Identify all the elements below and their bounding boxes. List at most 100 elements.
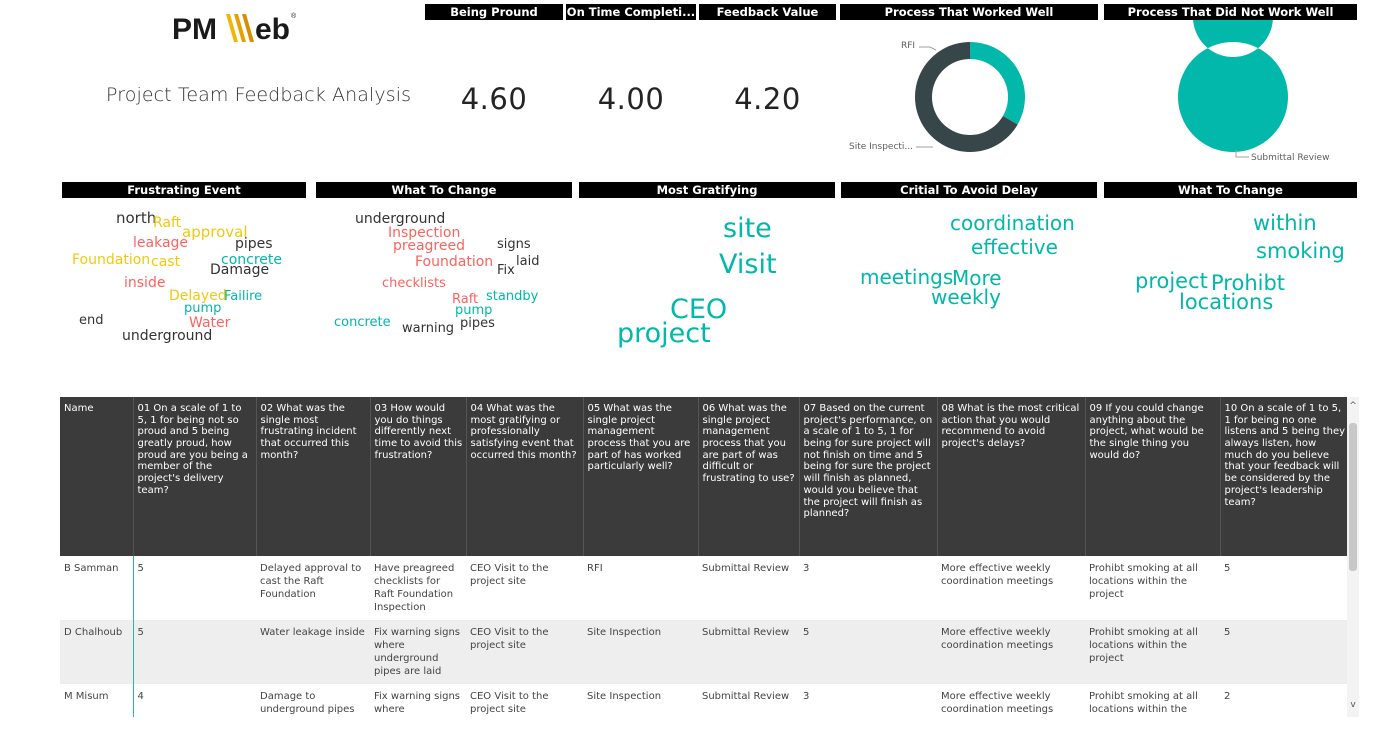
donut-slice-rfi[interactable]	[970, 42, 1025, 125]
table-cell: Damage to underground pipes	[256, 684, 370, 717]
cloud-word: approval	[182, 223, 248, 241]
cloud-word: CEO	[670, 294, 728, 325]
column-header[interactable]: 06 What was the single project managemen…	[698, 397, 800, 556]
scroll-down-icon[interactable]: v	[1350, 700, 1356, 710]
cloud-word: weekly	[931, 285, 1001, 309]
column-header[interactable]: 09 If you could change anything about th…	[1085, 397, 1221, 556]
table-cell: Site Inspection	[583, 684, 698, 717]
cloud-word: pump	[455, 303, 493, 318]
cloud-word: Foundation	[72, 252, 151, 268]
cloud-word: cast	[151, 254, 181, 270]
column-header[interactable]: 02 What was the single most frustrating …	[256, 397, 371, 556]
scroll-thumb[interactable]	[1349, 423, 1357, 571]
column-header[interactable]: 04 What was the most gratifying or profe…	[466, 397, 584, 556]
cloud-word: signs	[497, 237, 531, 252]
donut2-label-submittal-review: Submittal Review	[1251, 153, 1330, 163]
cloud-word: Raft	[153, 215, 182, 231]
cloud-word: coordination	[950, 211, 1075, 235]
cloud-word: project	[617, 318, 711, 349]
cloud-word: pipes	[235, 236, 273, 252]
cloud-word: meetings	[860, 265, 954, 289]
table-cell: More effective weekly coordination meeti…	[937, 620, 1085, 684]
wordcloud-header-critical-delay: Critial To Avoid Delay	[841, 182, 1097, 198]
column-header[interactable]: 07 Based on the current project's perfor…	[799, 397, 938, 556]
pmweb-logo: PM eb ®	[172, 12, 297, 46]
table-cell: More effective weekly coordination meeti…	[937, 684, 1085, 717]
report-title: Project Team Feedback Analysis	[106, 84, 412, 106]
cloud-word: Water	[189, 315, 231, 331]
table-cell: Water leakage inside	[256, 620, 370, 684]
table-row[interactable]: M Misum 4 Damage to underground pipes Fi…	[60, 684, 1349, 717]
cloud-word: Fix	[497, 263, 515, 278]
donut-chart-not-work-well[interactable]	[1104, 20, 1357, 170]
cloud-word: preagreed	[393, 238, 465, 254]
cloud-word: Foundation	[415, 254, 494, 270]
table-cell: Submittal Review	[698, 556, 799, 620]
cloud-word: standby	[486, 289, 539, 304]
donut-leader-line	[1235, 150, 1249, 158]
donut-header-not-work-well: Process That Did Not Work Well	[1104, 4, 1357, 20]
table-cell: CEO Visit to the project site	[466, 684, 583, 717]
cloud-word: concrete	[221, 252, 282, 268]
cloud-word: concrete	[334, 315, 391, 330]
table-cell: Submittal Review	[698, 684, 799, 717]
table-cell: 4	[133, 684, 256, 717]
cloud-word: checklists	[382, 276, 446, 291]
table-cell: 2	[1220, 684, 1349, 717]
table-cell: Prohibt smoking at all locations within …	[1085, 620, 1220, 684]
wordcloud-header-gratifying: Most Gratifying	[579, 182, 835, 198]
kpi-value-being-proud: 4.60	[460, 82, 528, 116]
cloud-word: Delayed	[169, 288, 227, 304]
table-cell: 5	[133, 556, 256, 620]
cloud-word: underground	[122, 328, 213, 344]
feedback-table[interactable]: Name 01 On a scale of 1 to 5, 1 for bein…	[60, 397, 1359, 717]
table-cell: 3	[799, 684, 937, 717]
cloud-word: within	[1253, 211, 1317, 235]
scroll-up-icon[interactable]: ^	[1349, 401, 1357, 411]
table-cell: 5	[1220, 620, 1349, 684]
kpi-value-feedback: 4.20	[734, 82, 801, 116]
cloud-word: end	[79, 313, 104, 328]
cloud-word: underground	[355, 211, 446, 227]
table-cell: More effective weekly coordination meeti…	[937, 556, 1085, 620]
column-header[interactable]: 05 What was the single project managemen…	[583, 397, 699, 556]
logo-w-stroke-2	[234, 14, 246, 42]
cloud-word: Inspection	[388, 225, 461, 241]
cloud-word: inside	[124, 275, 166, 291]
table-header-row: Name 01 On a scale of 1 to 5, 1 for bein…	[60, 397, 1350, 556]
cloud-word: Damage	[210, 262, 270, 278]
cloud-word: site	[723, 213, 772, 244]
table-row[interactable]: B Samman 5 Delayed approval to cast the …	[60, 556, 1349, 620]
donut-chart-worked-well[interactable]	[840, 20, 1098, 170]
donut-slice-site-inspecti-[interactable]	[915, 42, 1018, 152]
wordcloud-header-what-to-change-1: What To Change	[316, 182, 572, 198]
table-row[interactable]: D Chalhoub 5 Water leakage inside Fix wa…	[60, 620, 1349, 684]
table-cell: CEO Visit to the project site	[466, 620, 583, 684]
table-cell: Fix warning signs where underground pipe…	[370, 620, 466, 684]
table-cell: Fix warning signs where	[370, 684, 466, 717]
table-scrollbar[interactable]: ^ v	[1347, 397, 1359, 717]
table-cell: D Chalhoub	[60, 620, 134, 684]
logo-text-pm: PM	[172, 13, 217, 46]
cloud-word: locations	[1179, 290, 1274, 314]
logo-text-eb: eb	[255, 13, 290, 46]
logo-w-stroke-3	[242, 14, 254, 42]
kpi-header-on-time: On Time Completi...	[566, 4, 696, 20]
logo-w-stroke-1	[226, 14, 238, 42]
table-cell: 5	[799, 620, 937, 684]
column-header[interactable]: 01 On a scale of 1 to 5, 1 for being not…	[133, 397, 257, 556]
cloud-word: pipes	[460, 316, 495, 331]
donut-leader-line	[919, 46, 937, 51]
cloud-word: smoking	[1256, 239, 1345, 263]
table-cell: Submittal Review	[698, 620, 799, 684]
table-cell: RFI	[583, 556, 698, 620]
column-header[interactable]: 10 On a scale of 1 to 5, 1 for being no …	[1220, 397, 1350, 556]
donut1-label-rfi: RFI	[901, 41, 916, 51]
table-cell: Delayed approval to cast the Raft Founda…	[256, 556, 370, 620]
column-header[interactable]: 03 How would you do things differently n…	[370, 397, 467, 556]
donut-slice-submittal-review[interactable]	[1177, 20, 1288, 152]
column-header[interactable]: 08 What is the most critical action that…	[937, 397, 1086, 556]
table-cell: 3	[799, 556, 937, 620]
column-header[interactable]: Name	[60, 397, 134, 556]
cloud-word: Raft	[452, 292, 479, 307]
